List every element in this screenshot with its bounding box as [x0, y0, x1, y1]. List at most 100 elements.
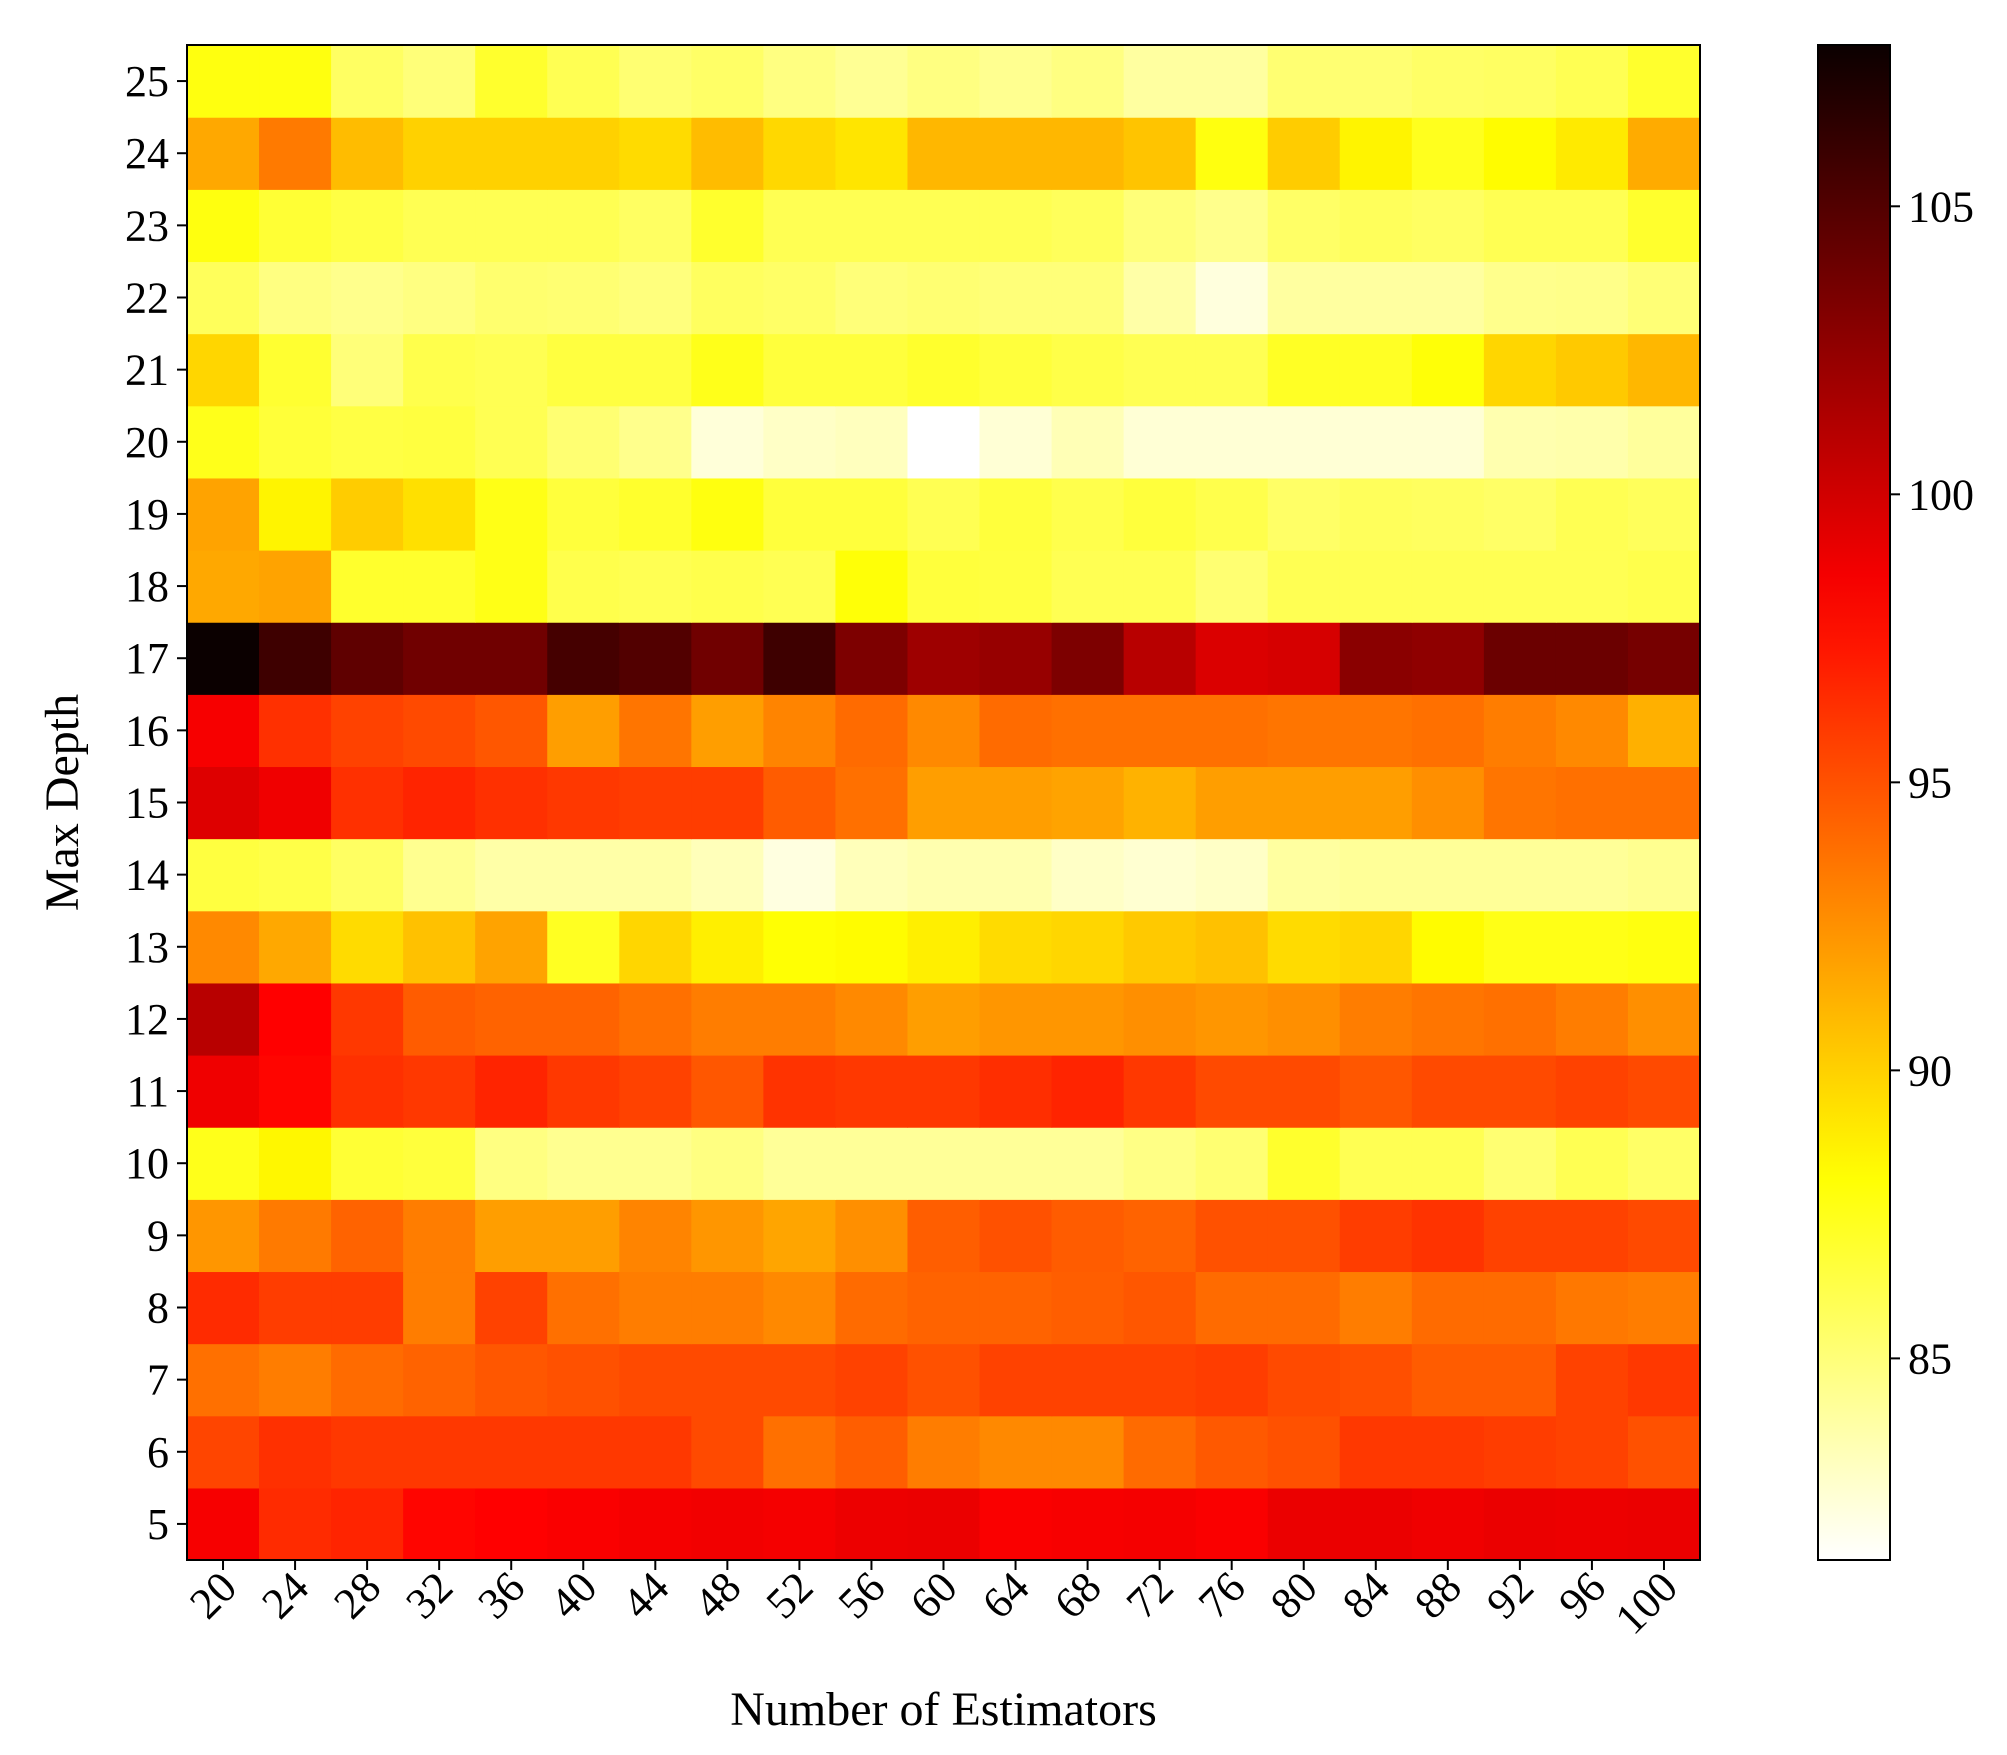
heatmap-cell: [979, 694, 1053, 768]
y-tick-label: 12: [125, 995, 169, 1044]
heatmap-cell: [547, 405, 620, 479]
heatmap-cell: [187, 1127, 260, 1200]
heatmap-cell: [619, 982, 692, 1056]
heatmap-cell: [1195, 1271, 1269, 1345]
heatmap-cell: [331, 766, 404, 840]
heatmap-cell: [979, 1271, 1053, 1345]
heatmap-cell: [1627, 622, 1701, 695]
heatmap-cell: [1339, 1199, 1413, 1273]
heatmap-cell: [835, 1127, 909, 1200]
heatmap-cell: [1483, 261, 1557, 335]
heatmap-cell: [1051, 982, 1125, 1056]
heatmap-cell: [1483, 766, 1557, 840]
x-tick-label: 32: [396, 1562, 462, 1628]
y-tick-label: 25: [125, 57, 169, 106]
heatmap-cell: [1195, 261, 1269, 335]
y-tick-label: 13: [125, 923, 169, 972]
heatmap-cell: [331, 982, 404, 1056]
y-tick-label: 7: [147, 1356, 169, 1405]
heatmap-cell: [1627, 189, 1701, 263]
heatmap-cell: [763, 1127, 837, 1200]
colorbar-tick-label: 85: [1908, 1334, 1952, 1383]
heatmap-cell: [619, 838, 692, 912]
heatmap-cell: [1411, 910, 1485, 984]
heatmap-cell: [1411, 1271, 1485, 1345]
heatmap-cell: [1267, 1487, 1341, 1561]
heatmap-cell: [1555, 1415, 1629, 1489]
heatmap-cell: [259, 550, 332, 623]
heatmap-cell: [835, 261, 909, 335]
heatmap-cell: [835, 694, 909, 768]
heatmap-cell: [979, 1055, 1053, 1128]
heatmap-cell: [403, 910, 476, 984]
heatmap-cell: [1411, 838, 1485, 912]
heatmap-cell: [619, 1415, 692, 1489]
heatmap-cell: [259, 694, 332, 768]
x-tick-label: 24: [252, 1562, 318, 1628]
heatmap-cell: [1483, 117, 1557, 190]
heatmap-cell: [187, 1271, 260, 1345]
heatmap-cell: [547, 622, 620, 695]
heatmap-cell: [619, 477, 692, 551]
heatmap-cell: [331, 1199, 404, 1273]
heatmap-cell: [1627, 45, 1701, 118]
heatmap-cell: [187, 838, 260, 912]
heatmap-cell: [475, 477, 548, 551]
heatmap-cell: [1123, 333, 1197, 407]
heatmap-cell: [475, 1127, 548, 1200]
heatmap-cell: [187, 117, 260, 190]
heatmap-cell: [1411, 333, 1485, 407]
heatmap-cell: [907, 1055, 981, 1128]
heatmap-cell: [1627, 982, 1701, 1056]
heatmap-cell: [547, 1343, 620, 1417]
y-tick-label: 23: [125, 201, 169, 250]
y-tick-label: 11: [127, 1067, 169, 1116]
heatmap-cell: [1627, 694, 1701, 768]
heatmap-cell: [1411, 622, 1485, 695]
x-tick-label: 44: [613, 1562, 679, 1628]
heatmap-cell: [979, 550, 1053, 623]
heatmap-cell: [403, 1055, 476, 1128]
heatmap-cell: [403, 1199, 476, 1273]
heatmap-cell: [619, 405, 692, 479]
heatmap-cell: [1267, 982, 1341, 1056]
heatmap-cell: [763, 622, 837, 695]
x-tick-label: 76: [1189, 1562, 1255, 1628]
y-tick-label: 22: [125, 274, 169, 323]
heatmap-cell: [763, 1487, 837, 1561]
heatmap-cell: [1339, 117, 1413, 190]
heatmap-cell: [691, 1343, 764, 1417]
heatmap-cell: [1627, 550, 1701, 623]
heatmap-cell: [1339, 45, 1413, 118]
heatmap-cell: [619, 766, 692, 840]
heatmap-cell: [1051, 910, 1125, 984]
heatmap-cell: [1339, 1487, 1413, 1561]
heatmap-cell: [331, 1271, 404, 1345]
heatmap-cell: [187, 189, 260, 263]
heatmap-cell: [907, 1199, 981, 1273]
heatmap-cell: [475, 45, 548, 118]
heatmap-cell: [1267, 1199, 1341, 1273]
heatmap-cell: [403, 189, 476, 263]
heatmap-cell: [403, 477, 476, 551]
heatmap-cell: [1195, 333, 1269, 407]
heatmap-cell: [1051, 117, 1125, 190]
heatmap-cell: [763, 333, 837, 407]
heatmap-cell: [979, 45, 1053, 118]
heatmap-cell: [1627, 1055, 1701, 1128]
heatmap-cell: [1555, 117, 1629, 190]
heatmap-cell: [1627, 117, 1701, 190]
heatmap-cell: [907, 1127, 981, 1200]
heatmap-cell: [259, 261, 332, 335]
heatmap-cell: [1483, 694, 1557, 768]
heatmap-cell: [547, 694, 620, 768]
heatmap-cell: [1267, 1271, 1341, 1345]
heatmap-cell: [1195, 1199, 1269, 1273]
x-tick-label: 52: [757, 1562, 823, 1628]
heatmap-cell: [1123, 982, 1197, 1056]
heatmap-cell: [1051, 477, 1125, 551]
heatmap-cell: [691, 766, 764, 840]
heatmap-cell: [691, 1127, 764, 1200]
heatmap-cell: [907, 766, 981, 840]
heatmap-cell: [979, 189, 1053, 263]
